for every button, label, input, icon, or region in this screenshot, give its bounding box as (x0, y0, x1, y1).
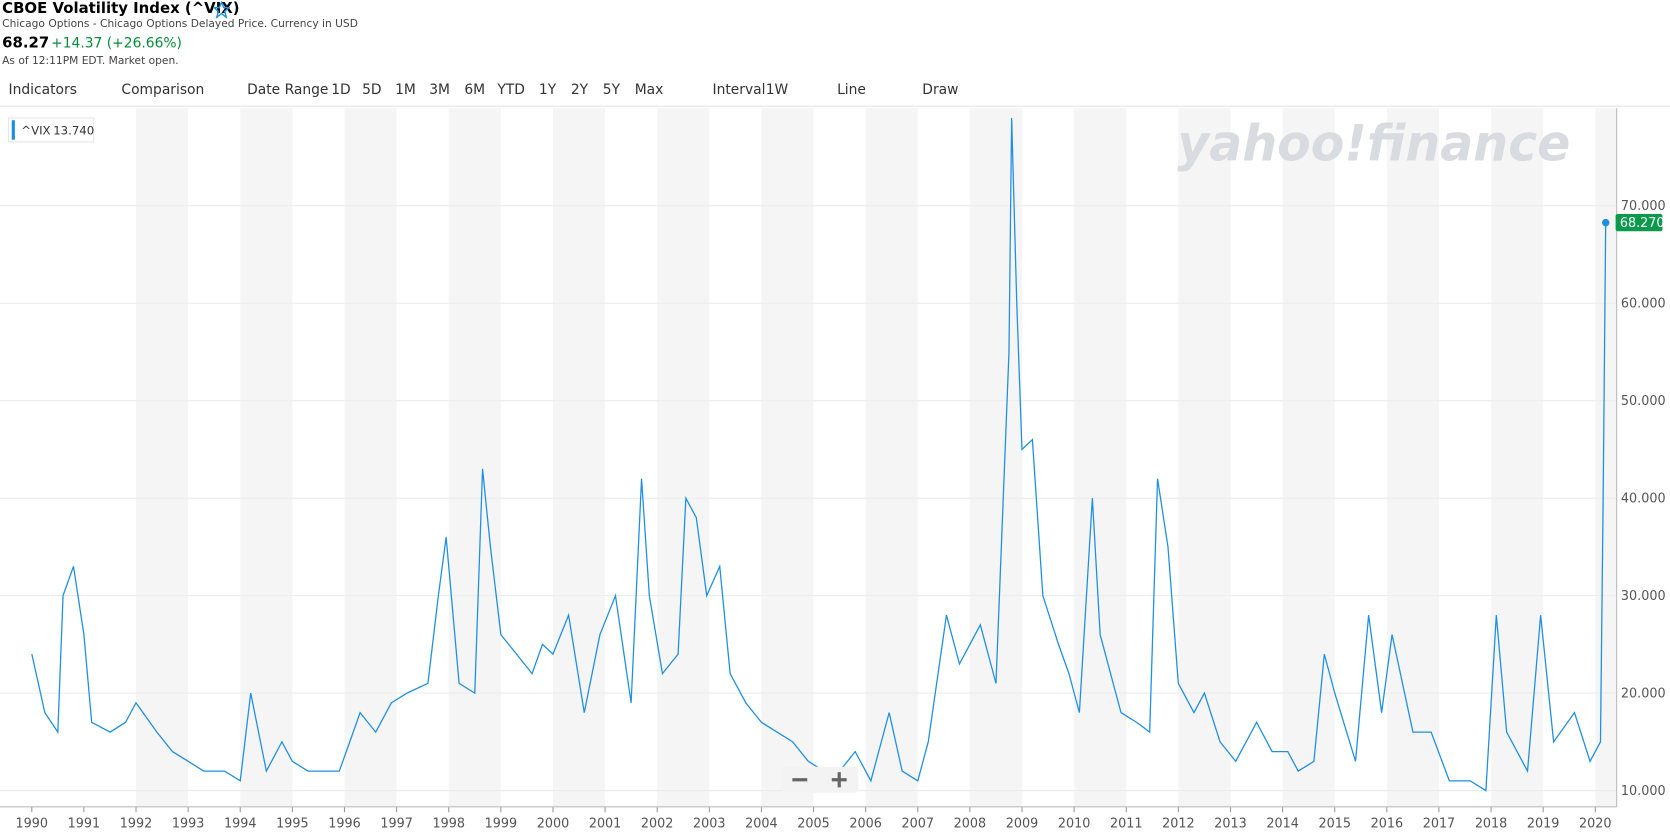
toolbar-button[interactable]: 1W (765, 82, 789, 99)
change: +14.37 (+26.66%) (51, 35, 182, 52)
toolbar-button[interactable]: Date Range (247, 82, 329, 99)
watermark: yahoo!finance (1177, 114, 1570, 172)
x-tick-label: 2011 (1110, 816, 1143, 831)
toolbar: Indicators Comparison Date Range 1D 5D 1M 3M 6M… (0, 78, 1670, 104)
toolbar-button[interactable]: 3M (429, 82, 450, 99)
zoom-in (831, 772, 847, 788)
year-band (1282, 108, 1335, 807)
x-tick-label: 1994 (224, 816, 257, 831)
x-tick-label: 2001 (589, 816, 622, 831)
year-band (448, 108, 501, 807)
x-tick-label: 1999 (485, 816, 518, 831)
year-band (1074, 108, 1127, 807)
price: 68.27 (2, 34, 50, 52)
year-band (969, 108, 1023, 807)
legend-label: ^VIX (21, 123, 50, 137)
year-band (552, 108, 606, 807)
x-tick-label: 2000 (537, 816, 570, 831)
x-tick-label: 2018 (1475, 816, 1508, 831)
y-tick-label: 50.000 (1621, 394, 1666, 409)
x-tick-label: 1993 (172, 816, 205, 831)
legend-value: 13.740 (53, 123, 94, 137)
year-band (1386, 108, 1439, 807)
y-tick-label: 40.000 (1621, 491, 1666, 506)
x-tick-label: 2008 (954, 816, 987, 831)
toolbar-button[interactable]: 1Y (538, 82, 557, 99)
x-tick-label: 1996 (328, 816, 361, 831)
subtitle: Chicago Options - Chicago Options Delaye… (2, 18, 358, 31)
toolbar-button[interactable]: 5Y (602, 82, 621, 99)
toolbar-button[interactable]: 2Y (570, 82, 589, 99)
y-tick-label: 60.000 (1621, 296, 1666, 311)
x-tick-label: 2005 (797, 816, 830, 831)
year-band (136, 108, 189, 807)
year-band (1178, 108, 1231, 807)
year-band (657, 108, 710, 807)
star-icon[interactable] (213, 1, 231, 19)
as-of: As of 12:11PM EDT. Market open. (2, 55, 179, 68)
current-price-label: 68.270 (1620, 216, 1665, 231)
x-tick-label: 1992 (120, 816, 153, 831)
toolbar-button[interactable]: 1D (331, 82, 351, 99)
year-band (344, 108, 397, 807)
toolbar-button[interactable]: Draw (922, 82, 959, 99)
x-tick-label: 1990 (16, 816, 49, 831)
y-tick-label: 10.000 (1621, 784, 1666, 799)
toolbar-button[interactable]: Interval (712, 82, 766, 99)
x-tick-label: 2020 (1579, 816, 1612, 831)
x-tick-label: 1995 (276, 816, 309, 831)
x-tick-label: 2016 (1371, 816, 1404, 831)
x-tick-label: 1997 (380, 816, 413, 831)
x-tick-label: 2017 (1423, 816, 1456, 831)
x-tick-label: 2006 (849, 816, 882, 831)
legend-swatch (11, 120, 15, 140)
x-tick-label: 2012 (1162, 816, 1195, 831)
toolbar-button[interactable]: Comparison (121, 82, 205, 99)
x-tick-label: 2003 (693, 816, 726, 831)
legend-box (7, 117, 95, 143)
year-band (865, 108, 918, 807)
x-tick-label: 1991 (68, 816, 101, 831)
toolbar-button[interactable]: Line (837, 82, 866, 99)
y-tick-label: 30.000 (1621, 589, 1666, 604)
toolbar-button[interactable]: 5D (362, 82, 382, 99)
current-price-box (1615, 213, 1663, 232)
year-band (240, 108, 293, 807)
x-tick-label: 2010 (1058, 816, 1091, 831)
toolbar-button[interactable]: Indicators (8, 82, 77, 99)
x-tick-label: 2015 (1318, 816, 1351, 831)
x-tick-label: 2014 (1266, 816, 1299, 831)
toolbar-button[interactable]: 6M (464, 82, 486, 99)
current-dot (1601, 218, 1610, 227)
title: CBOE Volatility Index (^VIX) (2, 0, 240, 18)
x-tick-label: 2004 (745, 816, 778, 831)
y-tick-label: 70.000 (1621, 199, 1666, 214)
toolbar-button[interactable]: Max (634, 82, 664, 99)
year-band (1595, 108, 1617, 807)
toolbar-button[interactable]: YTD (497, 82, 525, 99)
x-tick-label: 2013 (1214, 816, 1247, 831)
x-tick-label: 2007 (902, 816, 935, 831)
x-tick-label: 1998 (432, 816, 465, 831)
x-tick-label: 2019 (1527, 816, 1560, 831)
x-tick-label: 2009 (1006, 816, 1039, 831)
toolbar-button[interactable]: 1M (395, 82, 416, 99)
y-tick-label: 20.000 (1621, 686, 1666, 701)
year-band (761, 108, 814, 807)
x-tick-label: 2002 (641, 816, 674, 831)
year-band (1491, 108, 1544, 807)
